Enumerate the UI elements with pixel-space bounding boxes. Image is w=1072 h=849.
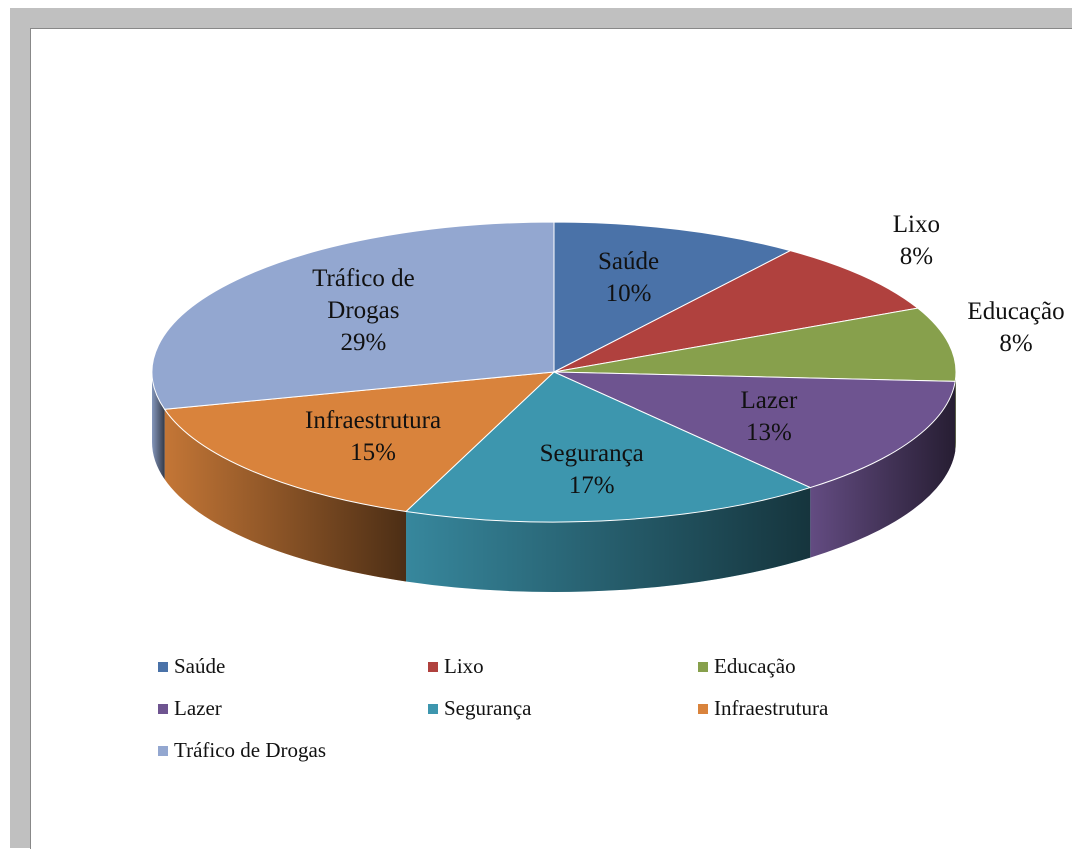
data-label-value: 8% — [899, 242, 934, 270]
slice — [553, 371, 956, 489]
legend-label: Segurança — [444, 696, 532, 720]
data-label-value: 29% — [340, 329, 387, 357]
data-label: Saúde 10% — [519, 246, 739, 310]
data-label: Educação 8% — [906, 296, 1072, 360]
data-label: Infraestrutura 15% — [263, 405, 483, 469]
legend-item: Saúde — [158, 654, 225, 679]
slice-side-shade — [152, 372, 165, 480]
data-label-name: Segurança — [539, 439, 644, 467]
legend-swatch — [158, 661, 168, 672]
data-label: Lazer 13% — [659, 385, 879, 449]
data-label-name: Educação — [967, 297, 1065, 325]
slice — [163, 371, 556, 512]
legend-label: Tráfico de Drogas — [174, 738, 327, 762]
slice-side-shade — [955, 372, 957, 452]
legend-swatch — [698, 703, 708, 714]
data-label-value: 17% — [568, 471, 615, 499]
data-label-value: 10% — [605, 279, 652, 307]
data-label: Tráfico de Drogas 29% — [278, 263, 448, 359]
slice — [553, 221, 792, 373]
legend-label: Educação — [714, 654, 796, 678]
data-label-value: 8% — [999, 329, 1033, 357]
legend-label: Lazer — [174, 696, 222, 720]
data-label-name: Tráfico de Drogas — [312, 265, 415, 325]
data-label-name: Saúde — [597, 247, 660, 275]
slice-side-shade — [810, 381, 956, 558]
legend-item: Educação — [698, 654, 796, 679]
legend-swatch — [698, 661, 708, 672]
legend-swatch — [428, 703, 438, 714]
slice-side-shade — [406, 487, 811, 592]
data-label-name: Infraestrutura — [305, 407, 442, 435]
legend-swatch — [428, 661, 438, 672]
legend-item: Lixo — [428, 654, 484, 679]
data-label-name: Lazer — [740, 386, 798, 414]
legend-item: Segurança — [428, 696, 531, 721]
legend-item: Tráfico de Drogas — [158, 738, 326, 763]
legend-item: Lazer — [158, 696, 222, 721]
legend-label: Lixo — [444, 654, 484, 678]
slice — [151, 221, 555, 410]
legend-swatch — [158, 703, 168, 714]
slice — [553, 307, 957, 382]
data-label-name: Lixo — [892, 210, 940, 238]
slice — [553, 250, 919, 373]
legend-item: Infraestrutura — [698, 696, 828, 721]
data-label: Segurança 17% — [482, 438, 702, 502]
slice-side-shade — [164, 409, 407, 582]
data-label-value: 15% — [350, 439, 396, 467]
data-label: Lixo 8% — [806, 209, 1026, 273]
legend-swatch — [158, 745, 168, 756]
legend-label: Saúde — [174, 654, 226, 678]
slice — [404, 371, 812, 523]
legend-label: Infraestrutura — [714, 696, 829, 720]
data-label-value: 13% — [745, 418, 792, 446]
